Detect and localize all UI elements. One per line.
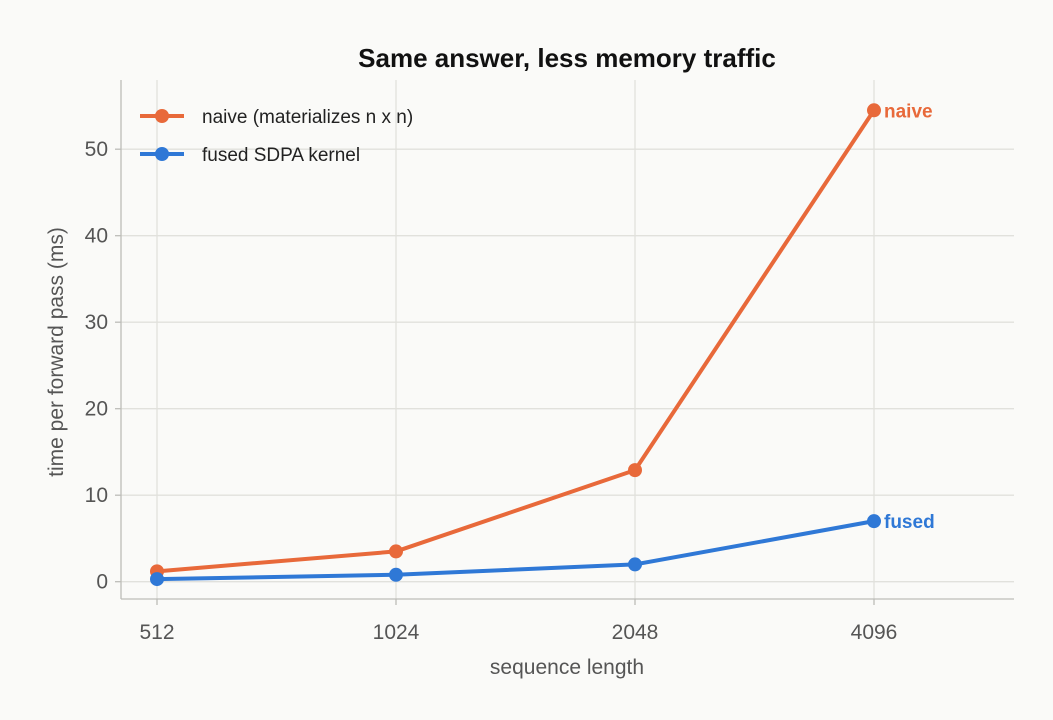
series-line bbox=[155, 108, 876, 574]
series-naive: naive bbox=[150, 101, 933, 579]
legend-entry: fused SDPA kernel bbox=[140, 145, 360, 166]
data-point bbox=[867, 103, 881, 118]
data-point bbox=[389, 567, 403, 582]
legend-label: naive (materializes n x n) bbox=[202, 107, 413, 128]
x-axis-label: sequence length bbox=[490, 656, 644, 679]
y-tick-label: 40 bbox=[85, 225, 108, 248]
data-point bbox=[867, 514, 881, 529]
data-point bbox=[150, 572, 164, 587]
legend: naive (materializes n x n) fused SDPA ker… bbox=[140, 107, 413, 166]
chart-title: Same answer, less memory traffic bbox=[358, 43, 776, 73]
x-tick-label: 512 bbox=[139, 621, 174, 644]
y-tick-label: 50 bbox=[85, 138, 108, 161]
y-axis-label: time per forward pass (ms) bbox=[45, 227, 68, 477]
y-tick-label: 0 bbox=[96, 571, 108, 594]
legend-swatch-marker bbox=[155, 147, 169, 161]
series-layer: naive fused bbox=[150, 101, 935, 587]
x-tick-label: 1024 bbox=[373, 621, 420, 644]
y-tick-label: 10 bbox=[85, 484, 108, 507]
tick-labels: 512 1024 2048 4096 0 10 20 30 40 50 bbox=[85, 138, 898, 644]
data-point bbox=[389, 544, 403, 559]
series-end-label: naive bbox=[884, 101, 933, 122]
series-line bbox=[155, 519, 876, 582]
y-tick-label: 30 bbox=[85, 311, 108, 334]
axes-frame bbox=[120, 80, 1014, 600]
data-point bbox=[628, 463, 642, 478]
series-fused: fused bbox=[150, 512, 935, 587]
x-tick-label: 4096 bbox=[851, 621, 898, 644]
data-point bbox=[628, 557, 642, 572]
legend-entry: naive (materializes n x n) bbox=[140, 107, 413, 128]
y-tick-label: 20 bbox=[85, 398, 108, 421]
grid bbox=[115, 80, 1014, 605]
series-end-label: fused bbox=[884, 512, 935, 533]
x-tick-label: 2048 bbox=[612, 621, 659, 644]
legend-swatch-marker bbox=[155, 109, 169, 123]
legend-label: fused SDPA kernel bbox=[202, 145, 360, 166]
